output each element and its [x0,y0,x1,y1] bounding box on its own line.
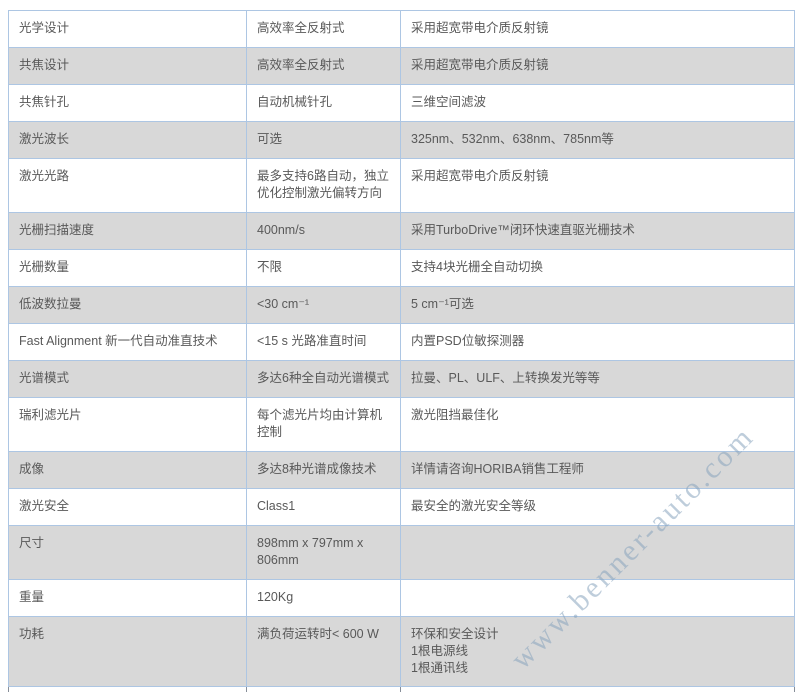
spec-value: 898mm x 797mm x 806mm [246,525,401,580]
spec-note: 支持4块光栅全自动切换 [400,249,795,287]
spec-value: <15 s 光路准直时间 [246,323,401,361]
spec-value: 多达6种全自动光谱模式 [246,360,401,398]
spec-row-partial [8,686,795,692]
spec-label: Fast Alignment 新一代自动准直技术 [8,323,247,361]
spec-label: 瑞利滤光片 [8,397,247,452]
spec-note: 激光阻挡最佳化 [400,397,795,452]
spec-note: 采用超宽带电介质反射镜 [400,158,795,213]
spec-row-spectral-modes: 光谱模式 多达6种全自动光谱模式 拉曼、PL、ULF、上转换发光等等 [8,360,795,398]
spec-label: 激光安全 [8,488,247,526]
spec-empty-cell [400,686,795,692]
spec-label: 共焦针孔 [8,84,247,122]
spec-note: 最安全的激光安全等级 [400,488,795,526]
spec-label: 光学设计 [8,10,247,48]
spec-row-fast-alignment: Fast Alignment 新一代自动准直技术 <15 s 光路准直时间 内置… [8,323,795,361]
spec-value: <30 cm⁻¹ [246,286,401,324]
spec-row-weight: 重量 120Kg [8,579,795,617]
spec-row-dimensions: 尺寸 898mm x 797mm x 806mm [8,525,795,580]
spec-row-power-consumption: 功耗 满负荷运转时< 600 W 环保和安全设计 1根电源线 1根通讯线 [8,616,795,687]
spec-row-confocal-pinhole: 共焦针孔 自动机械针孔 三维空间滤波 [8,84,795,122]
spec-value: 每个滤光片均由计算机控制 [246,397,401,452]
spec-row-imaging: 成像 多达8种光谱成像技术 详情请咨询HORIBA销售工程师 [8,451,795,489]
spec-note: 三维空间滤波 [400,84,795,122]
spec-empty-cell [8,686,247,692]
spec-row-optical-design: 光学设计 高效率全反射式 采用超宽带电介质反射镜 [8,10,795,48]
spec-note: 采用TurboDrive™闭环快速直驱光栅技术 [400,212,795,250]
spec-row-confocal-design: 共焦设计 高效率全反射式 采用超宽带电介质反射镜 [8,47,795,85]
spec-note: 采用超宽带电介质反射镜 [400,10,795,48]
spec-row-laser-wavelength: 激光波长 可选 325nm、532nm、638nm、785nm等 [8,121,795,159]
spec-row-grating-scan-speed: 光栅扫描速度 400nm/s 采用TurboDrive™闭环快速直驱光栅技术 [8,212,795,250]
spec-row-grating-count: 光栅数量 不限 支持4块光栅全自动切换 [8,249,795,287]
spec-label: 共焦设计 [8,47,247,85]
spec-value: 高效率全反射式 [246,10,401,48]
spec-note: 详情请咨询HORIBA销售工程师 [400,451,795,489]
spec-value: 高效率全反射式 [246,47,401,85]
spec-label: 光谱模式 [8,360,247,398]
spec-note: 采用超宽带电介质反射镜 [400,47,795,85]
spec-label: 重量 [8,579,247,617]
spec-row-low-wavenumber-raman: 低波数拉曼 <30 cm⁻¹ 5 cm⁻¹可选 [8,286,795,324]
spec-note: 内置PSD位敏探测器 [400,323,795,361]
spec-table: 光学设计 高效率全反射式 采用超宽带电介质反射镜 共焦设计 高效率全反射式 采用… [8,10,795,692]
spec-note: 环保和安全设计 1根电源线 1根通讯线 [400,616,795,687]
spec-value: 可选 [246,121,401,159]
spec-label: 成像 [8,451,247,489]
spec-value: 满负荷运转时< 600 W [246,616,401,687]
spec-value: 400nm/s [246,212,401,250]
spec-value: 多达8种光谱成像技术 [246,451,401,489]
spec-note [400,579,795,617]
spec-row-laser-path: 激光光路 最多支持6路自动，独立优化控制激光偏转方向 采用超宽带电介质反射镜 [8,158,795,213]
spec-label: 光栅扫描速度 [8,212,247,250]
spec-label: 激光光路 [8,158,247,213]
spec-label: 功耗 [8,616,247,687]
spec-row-laser-safety: 激光安全 Class1 最安全的激光安全等级 [8,488,795,526]
spec-value: 不限 [246,249,401,287]
spec-value: 自动机械针孔 [246,84,401,122]
spec-value: Class1 [246,488,401,526]
spec-label: 尺寸 [8,525,247,580]
spec-note: 拉曼、PL、ULF、上转换发光等等 [400,360,795,398]
spec-note: 325nm、532nm、638nm、785nm等 [400,121,795,159]
spec-row-rayleigh-filter: 瑞利滤光片 每个滤光片均由计算机控制 激光阻挡最佳化 [8,397,795,452]
spec-note: 5 cm⁻¹可选 [400,286,795,324]
spec-label: 低波数拉曼 [8,286,247,324]
spec-value: 120Kg [246,579,401,617]
spec-empty-cell [246,686,401,692]
spec-value: 最多支持6路自动，独立优化控制激光偏转方向 [246,158,401,213]
spec-note [400,525,795,580]
spec-label: 激光波长 [8,121,247,159]
spec-label: 光栅数量 [8,249,247,287]
